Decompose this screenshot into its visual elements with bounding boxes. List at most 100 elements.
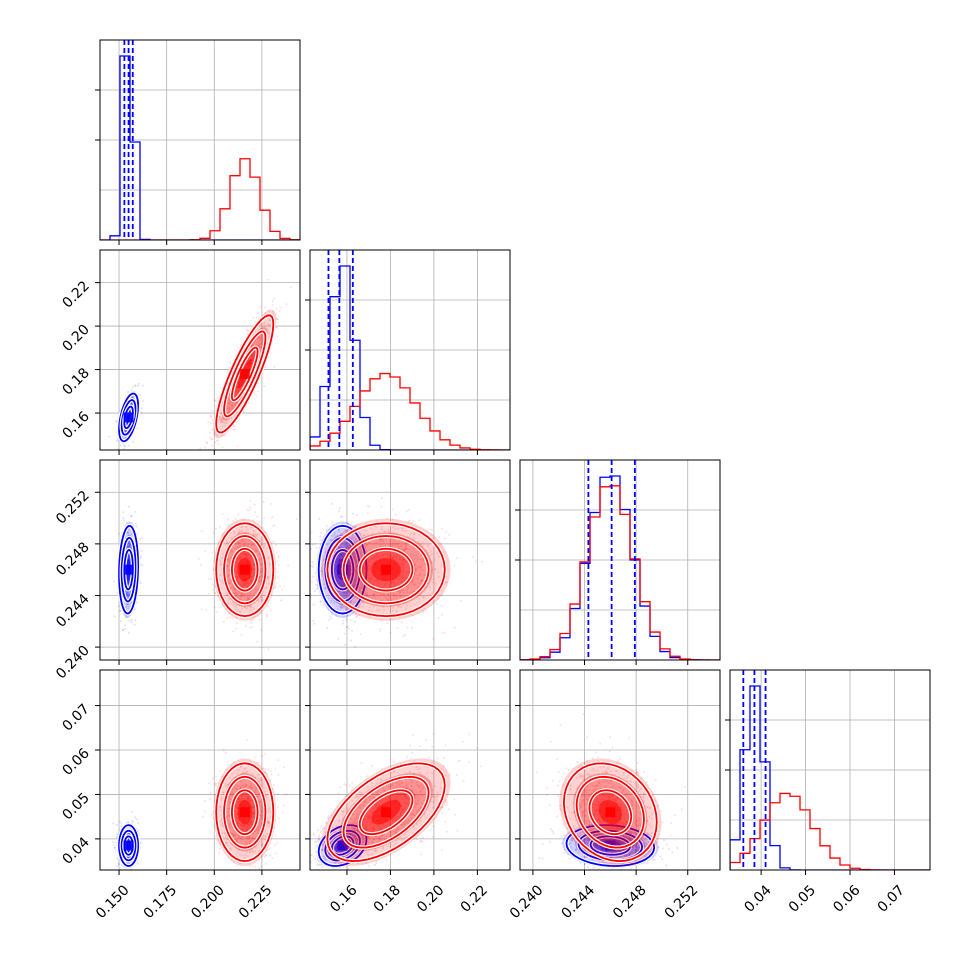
- scatter-point: [211, 428, 214, 431]
- scatter-point: [422, 541, 425, 544]
- scatter-point: [324, 587, 327, 590]
- scatter-point: [330, 617, 333, 620]
- scatter-point: [339, 608, 342, 611]
- scatter-point: [392, 581, 395, 584]
- scatter-point: [213, 433, 216, 436]
- scatter-point: [269, 502, 272, 505]
- scatter-point: [244, 541, 247, 543]
- scatter-point: [365, 558, 368, 561]
- scatter-point: [244, 525, 247, 528]
- scatter-point: [340, 563, 343, 566]
- panel-frame: [99, 459, 301, 661]
- scatter-point: [231, 584, 234, 587]
- scatter-point: [252, 543, 254, 546]
- scatter-point: [347, 545, 350, 548]
- contour-blue: [123, 405, 134, 430]
- scatter-point: [226, 565, 229, 568]
- scatter-point: [429, 561, 432, 564]
- scatter-point: [405, 546, 408, 549]
- scatter-point: [359, 586, 362, 589]
- scatter-point: [434, 559, 437, 561]
- scatter-point: [379, 592, 382, 595]
- scatter-point: [128, 556, 131, 559]
- scatter-point: [387, 553, 390, 556]
- scatter-point: [248, 553, 251, 556]
- scatter-point: [238, 556, 241, 559]
- scatter-point: [253, 392, 256, 395]
- scatter-point: [415, 577, 417, 580]
- scatter-point: [400, 562, 403, 565]
- scatter-point: [348, 546, 351, 549]
- scatter-point: [256, 534, 259, 537]
- scatter-point: [135, 522, 137, 525]
- scatter-point: [441, 593, 444, 596]
- scatter-point: [392, 554, 395, 557]
- scatter-point: [250, 560, 253, 563]
- scatter-point: [411, 520, 414, 522]
- scatter-point: [227, 402, 230, 405]
- scatter-point: [250, 558, 253, 560]
- scatter-point: [306, 541, 308, 543]
- scatter-point: [344, 643, 347, 646]
- scatter-point: [416, 551, 419, 554]
- scatter-point: [437, 555, 440, 558]
- scatter-point: [413, 603, 416, 606]
- scatter-point: [338, 546, 340, 549]
- scatter-point: [258, 343, 261, 346]
- scatter-point: [369, 574, 372, 577]
- scatter-point: [252, 352, 254, 355]
- scatter-point: [396, 543, 398, 546]
- scatter-point: [405, 571, 408, 573]
- scatter-point: [228, 402, 231, 405]
- scatter-point: [402, 548, 405, 551]
- scatter-point: [398, 547, 401, 550]
- scatter-point: [239, 610, 242, 613]
- scatter-point: [272, 297, 275, 300]
- scatter-point: [253, 351, 256, 353]
- scatter-point: [360, 586, 363, 589]
- scatter-point: [245, 607, 248, 610]
- scatter-point: [434, 582, 437, 585]
- scatter-point: [240, 539, 243, 542]
- scatter-point: [427, 552, 430, 555]
- scatter-point: [219, 454, 221, 456]
- peak-blue: [123, 564, 134, 575]
- scatter-point: [228, 561, 231, 564]
- scatter-point: [220, 561, 223, 564]
- scatter-point: [234, 568, 237, 570]
- scatter-point: [267, 582, 270, 585]
- scatter-point: [354, 535, 357, 538]
- scatter-point: [410, 522, 413, 525]
- scatter-point: [397, 590, 400, 592]
- scatter-point: [258, 521, 261, 524]
- scatter-point: [402, 635, 405, 638]
- scatter-point: [369, 577, 372, 580]
- scatter-point: [278, 310, 281, 313]
- scatter-point: [205, 609, 208, 611]
- panel-2-2-plot: [520, 460, 720, 660]
- scatter-point: [348, 543, 351, 546]
- scatter-point: [121, 628, 124, 631]
- scatter-point: [395, 596, 397, 599]
- scatter-point: [136, 384, 139, 387]
- scatter-point: [217, 439, 219, 442]
- scatter-point: [339, 552, 342, 555]
- scatter-point: [364, 534, 367, 537]
- scatter-point: [414, 583, 417, 586]
- peak-red: [381, 564, 392, 575]
- scatter-point: [218, 416, 221, 419]
- scatter-point: [357, 555, 360, 558]
- scatter-point: [244, 555, 247, 558]
- scatter-point: [340, 593, 343, 596]
- scatter-point: [460, 600, 463, 602]
- scatter-point: [402, 558, 404, 561]
- scatter-point: [227, 559, 230, 561]
- scatter-point: [251, 354, 254, 357]
- scatter-point: [247, 584, 250, 587]
- scatter-point: [422, 596, 425, 599]
- scatter-point: [241, 539, 244, 542]
- scatter-point: [248, 557, 251, 559]
- scatter-point: [310, 531, 313, 534]
- scatter-point: [252, 571, 255, 574]
